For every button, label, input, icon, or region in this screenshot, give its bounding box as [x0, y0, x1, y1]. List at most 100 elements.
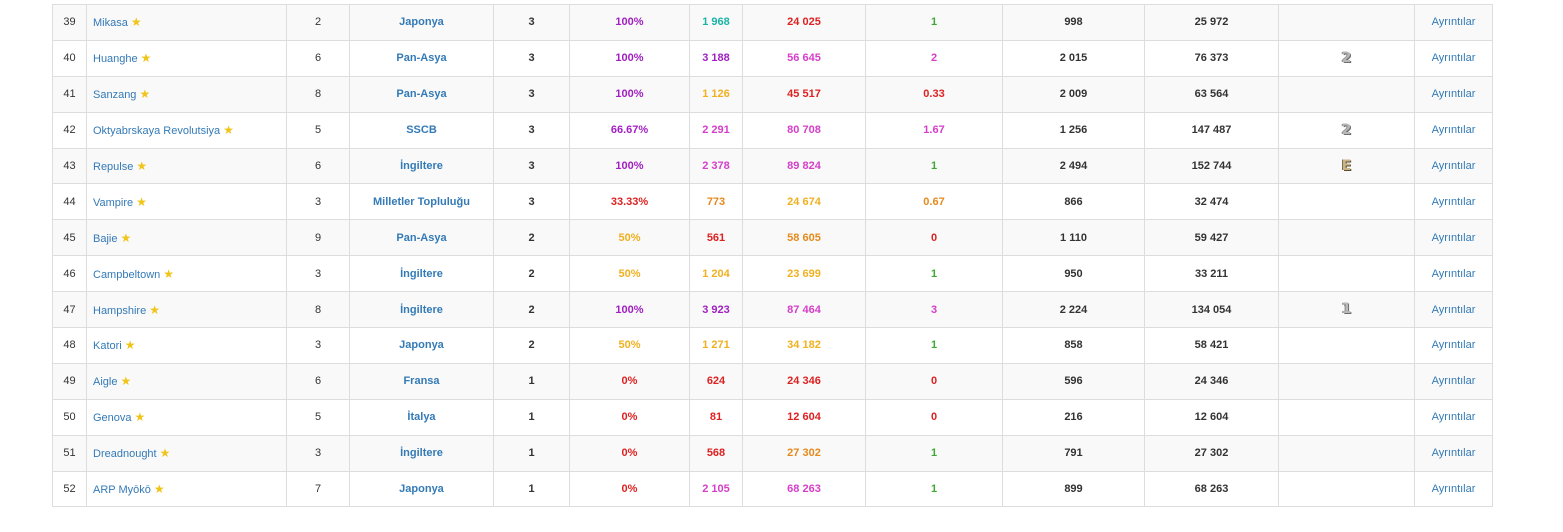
star-icon: ★ [130, 15, 142, 30]
win-rate-cell: 100% [569, 291, 690, 329]
ship-name-link[interactable]: Aigle [93, 376, 118, 389]
ship-name-cell: Repulse ★ [86, 147, 287, 185]
rank-cell: 46 [52, 255, 87, 293]
ship-name-link[interactable]: Mikasa [93, 17, 128, 30]
battles-cell: 3 [493, 111, 570, 149]
star-icon: ★ [139, 87, 151, 102]
nation-cell: Japonya [349, 470, 494, 508]
details-link[interactable]: Ayrıntılar [1431, 16, 1476, 29]
nation-label: Pan-Asya [396, 88, 447, 101]
ship-name-cell: ARP Myōkō ★ [86, 470, 287, 508]
details-link[interactable]: Ayrıntılar [1431, 88, 1476, 101]
details-link[interactable]: Ayrıntılar [1431, 124, 1476, 137]
table-row: 39 Mikasa ★ 2 Japonya 3 100% 1 968 24 025 1 998 25 … [52, 4, 1493, 41]
nation-label: Pan-Asya [396, 231, 447, 244]
star-icon: ★ [136, 194, 147, 209]
total-cell: 24 346 [1144, 362, 1279, 400]
details-link[interactable]: Ayrıntılar [1431, 303, 1476, 316]
table-row: 41 Sanzang ★ 8 Pan-Asya 3 100% 1 126 45 517 0.33 2… [52, 75, 1493, 113]
nation-label: İngiltere [400, 303, 443, 316]
details-link[interactable]: Ayrıntılar [1431, 411, 1476, 424]
medal-badge-icon: 2 [1341, 49, 1352, 66]
damage-cell: 1 968 [689, 4, 743, 41]
xp-cell: 87 464 [742, 291, 866, 329]
star-icon: ★ [223, 123, 234, 138]
win-rate-cell: 33.33% [569, 183, 690, 221]
ship-name-link[interactable]: Campbeltown [93, 268, 161, 281]
details-link[interactable]: Ayrıntılar [1431, 447, 1476, 460]
table-row: 47 Hampshire ★ 8 İngiltere 2 100% 3 923 87 464 3 2… [52, 291, 1493, 329]
medal-cell [1278, 398, 1415, 436]
damage-cell: 1 126 [689, 75, 743, 113]
details-link[interactable]: Ayrıntılar [1431, 231, 1476, 244]
nation-label: İtalya [407, 411, 436, 424]
tier-cell: 3 [286, 434, 350, 472]
table-row: 40 Huanghe ★ 6 Pan-Asya 3 100% 3 188 56 645 2 2 01… [52, 39, 1493, 77]
medal-cell: 2 [1278, 39, 1415, 77]
details-link[interactable]: Ayrıntılar [1431, 375, 1476, 388]
ship-name-cell: Vampire ★ [86, 183, 287, 221]
details-link[interactable]: Ayrıntılar [1431, 52, 1476, 65]
star-icon: ★ [140, 51, 152, 66]
details-link[interactable]: Ayrıntılar [1431, 195, 1476, 208]
ship-name-link[interactable]: Sanzang [93, 89, 137, 102]
tier-cell: 6 [286, 362, 350, 400]
ship-name-cell: Oktyabrskaya Revolutsiya ★ [86, 111, 287, 149]
nation-cell: İngiltere [349, 147, 494, 185]
ship-name-link[interactable]: ARP Myōkō [93, 484, 151, 497]
xp-cell: 56 645 [742, 39, 866, 77]
xp-cell: 24 346 [742, 362, 866, 400]
details-cell: Ayrıntılar [1414, 183, 1493, 221]
details-cell: Ayrıntılar [1414, 362, 1493, 400]
rank-cell: 43 [52, 147, 87, 185]
ship-name-link[interactable]: Katori [93, 340, 122, 353]
average-cell: 2 009 [1002, 75, 1145, 113]
xp-cell: 27 302 [742, 434, 866, 472]
ship-name-link[interactable]: Dreadnought [93, 448, 157, 461]
details-link[interactable]: Ayrıntılar [1431, 483, 1476, 496]
medal-badge-icon: 2 [1341, 121, 1352, 138]
details-link[interactable]: Ayrıntılar [1431, 339, 1476, 352]
star-icon: ★ [153, 482, 165, 497]
tier-cell: 8 [286, 75, 350, 113]
nation-cell: Pan-Asya [349, 219, 494, 257]
ship-name-cell: Sanzang ★ [86, 75, 287, 113]
total-cell: 33 211 [1144, 255, 1279, 293]
ship-name-link[interactable]: Genova [93, 412, 132, 425]
kills-cell: 1 [865, 327, 1003, 364]
tier-cell: 3 [286, 183, 350, 221]
medal-cell [1278, 362, 1415, 400]
total-cell: 152 744 [1144, 147, 1279, 185]
win-rate-cell: 66.67% [569, 111, 690, 149]
details-cell: Ayrıntılar [1414, 327, 1493, 364]
average-cell: 950 [1002, 255, 1145, 293]
table-row: 52 ARP Myōkō ★ 7 Japonya 1 0% 2 105 68 263 1 899 68… [52, 470, 1493, 508]
medal-cell [1278, 183, 1415, 221]
star-icon: ★ [134, 410, 146, 425]
battles-cell: 1 [493, 362, 570, 400]
details-cell: Ayrıntılar [1414, 219, 1493, 257]
average-cell: 998 [1002, 4, 1145, 41]
ship-name-link[interactable]: Repulse [93, 161, 134, 173]
xp-cell: 89 824 [742, 147, 866, 185]
nation-label: İngiltere [400, 160, 443, 172]
star-icon: ★ [149, 302, 160, 317]
kills-cell: 1 [865, 470, 1003, 508]
ship-name-link[interactable]: Huanghe [93, 53, 138, 66]
ship-name-link[interactable]: Bajie [93, 232, 118, 245]
nation-cell: Pan-Asya [349, 39, 494, 77]
battles-cell: 1 [493, 470, 570, 508]
medal-cell [1278, 219, 1415, 257]
table-row: 43 Repulse ★ 6 İngiltere 3 100% 2 378 89 824 1 2 4… [52, 147, 1493, 185]
damage-cell: 81 [689, 398, 743, 436]
ship-name-link[interactable]: Vampire [93, 196, 134, 209]
damage-cell: 561 [689, 219, 743, 257]
medal-cell: E [1278, 147, 1415, 185]
details-link[interactable]: Ayrıntılar [1431, 160, 1476, 172]
details-link[interactable]: Ayrıntılar [1431, 267, 1476, 280]
damage-cell: 624 [689, 362, 743, 400]
total-cell: 68 263 [1144, 470, 1279, 508]
average-cell: 2 494 [1002, 147, 1145, 185]
ship-name-link[interactable]: Oktyabrskaya Revolutsiya [93, 125, 221, 138]
ship-name-link[interactable]: Hampshire [93, 304, 147, 317]
